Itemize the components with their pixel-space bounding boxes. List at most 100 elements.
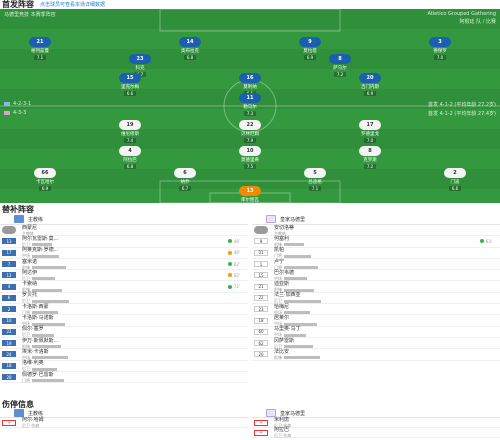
sub-row[interactable]: 2 卡洛斯·西蒙 门将 [0, 304, 248, 316]
player-rating: 7.9 [243, 138, 257, 143]
sub-row[interactable]: 01 凯帕 门将 [252, 247, 500, 259]
sub-row[interactable]: 7 塞米诺 前锋 62' [0, 259, 248, 271]
substitution-icon [227, 273, 232, 278]
jersey-number: 2 [444, 168, 466, 178]
away-coach-row[interactable]: 安切洛蒂 主教练 [252, 225, 500, 237]
rating-bar [32, 288, 62, 292]
coach-avatar [2, 226, 16, 235]
sub-role: 中场 [274, 276, 307, 282]
sub-name: 卡索纳 [22, 281, 38, 288]
player-name: 纳乔 [180, 180, 190, 185]
pitch-player[interactable]: 4 阿拉巴 6.8 [110, 146, 150, 169]
rating-bar [284, 311, 310, 315]
injury-row[interactable]: + 米利唐 后卫 伤病 [252, 417, 500, 428]
sub-name: 伊万·斯佩默斯... [22, 337, 59, 344]
home-formation-2: 4-3-3 [4, 110, 26, 116]
pitch-player[interactable]: 11 勒马尔 7.3 [230, 93, 270, 116]
sub-row[interactable]: 62 冈萨雷斯 后卫 [252, 338, 500, 350]
sub-row[interactable]: 17 阿莱克斯·罗德... 中场 46' [0, 247, 248, 259]
away-formation: 首发 4-1-2 (平均年龄 27.2岁) [428, 102, 496, 108]
player-name: 维尼修斯 [121, 132, 139, 137]
pitch-player[interactable]: 8 萨乌尔 7.2 [320, 54, 360, 77]
lineup-header: 首发阵容 点击球员可查看本场详细数据 [0, 0, 500, 9]
jersey-number: 66 [34, 168, 56, 178]
injury-right-column: 皇家马德里 + 米利唐 后卫 伤病 + 阿拉巴 后卫 伤病 [252, 409, 500, 438]
player-name: 罗德里戈 [361, 132, 379, 137]
jersey-number: 22 [239, 120, 261, 130]
sub-role: 前锋 [274, 242, 304, 248]
injury-row[interactable]: + 阿尔·哈姆 后卫 伤病 [0, 417, 248, 428]
pitch-player[interactable]: 14 奥布拉克 6.8 [170, 37, 210, 60]
sub-role: 前锋 [22, 265, 66, 271]
sub-row[interactable]: 60 马里奥·马丁 中场 [252, 326, 500, 338]
sub-row[interactable]: 18 居莱尔 中场 [252, 315, 500, 327]
pitch-player[interactable]: 8 克罗斯 7.2 [350, 146, 390, 169]
pitch-player[interactable]: 15 里克尔梅 6.6 [110, 73, 150, 96]
player-rating: 6.9 [303, 55, 317, 60]
pitch-player[interactable]: 21 格列兹曼 7.1 [20, 37, 60, 60]
pitch-player[interactable]: 5 吕迪格 7.1 [295, 168, 335, 191]
sub-name: 阿尔瓦雷斯·莫... [22, 235, 59, 242]
player-name: 吕迪格 [308, 180, 322, 185]
sub-row[interactable]: 1 卢宁 门将 [252, 259, 500, 271]
sub-event: 46' [227, 239, 240, 244]
jersey-number: 20 [359, 73, 381, 83]
substitution-icon [227, 250, 232, 255]
sub-row[interactable]: 21 迪亚斯 前锋 [252, 281, 500, 293]
pitch-player[interactable]: 9 莫拉塔 6.9 [290, 37, 330, 60]
sub-name: 洛维·利奥 [22, 360, 44, 367]
home-team-head[interactable]: 主教练 [0, 214, 248, 225]
sub-row[interactable]: 4 卡索纳 前锋 72' [0, 281, 248, 293]
player-rating: 6.9 [38, 186, 52, 191]
sub-row[interactable]: 9 何塞利 前锋 63' [252, 236, 500, 248]
pitch-player[interactable]: 17 罗德里戈 7.0 [350, 120, 390, 143]
away-coach-role: 主教练 [274, 230, 286, 236]
lineup-subtitle[interactable]: 点击球员可查看本场详细数据 [40, 2, 106, 8]
sub-row[interactable]: 13 阿尔瓦雷斯·莫... 后卫 46' [0, 235, 248, 248]
sub-row[interactable]: 12 阿达伊 后卫 62' [0, 269, 248, 282]
player-rating: 6.6 [448, 186, 462, 191]
sub-role: 前锋 [274, 287, 314, 293]
sub-row[interactable]: 20 法比安 前锋 [252, 349, 500, 361]
sub-row[interactable]: 10 卡洛斯·马诺斯 中场 [0, 315, 248, 327]
sub-number: 9 [254, 238, 268, 245]
pitch-player[interactable]: 66 卡瓦哈尔 6.9 [25, 168, 65, 191]
player-rating: 7.3 [243, 111, 257, 116]
home-coach-label: 主教练 [28, 216, 44, 223]
pitch-player[interactable]: 10 莫德里奇 7.5 [230, 146, 270, 169]
pitch-player[interactable]: 3 德保罗 7.0 [420, 37, 460, 60]
injury-row[interactable]: + 阿拉巴 后卫 伤病 [252, 427, 500, 438]
sub-number: 19 [2, 340, 16, 347]
sub-number: 18 [2, 362, 16, 369]
away-team-head[interactable]: 皇家马德里 [252, 214, 500, 225]
pitch-player[interactable]: 6 纳乔 6.7 [165, 168, 205, 191]
sub-row[interactable]: 18 洛维·利奥 后卫 [0, 360, 248, 372]
sub-row[interactable]: 23 恰梅尼 中场 [252, 304, 500, 316]
sub-row[interactable]: 24 埃米·卡洛斯 中场 [0, 349, 248, 361]
sub-row[interactable]: 28 佩德罗·巴雷斯 门将 [0, 372, 248, 384]
pitch-player[interactable]: 13库尔图瓦7.6 [230, 186, 270, 203]
sub-name: 阿达伊 [22, 269, 38, 276]
sub-row[interactable]: 15 巴尔韦德 中场 [252, 269, 500, 282]
injury-left-list: + 阿尔·哈姆 后卫 伤病 [0, 417, 248, 428]
pitch-player[interactable]: 19 维尼修斯 7.4 [110, 120, 150, 143]
pitch-player[interactable]: 2 门迪 6.6 [435, 168, 475, 191]
rating-bar [284, 333, 306, 337]
sub-row[interactable]: 22 佩尔·塞罗 后卫 [0, 326, 248, 338]
rating-bar [284, 266, 318, 270]
pitch-player[interactable]: 20 吉门内斯 6.9 [350, 73, 390, 96]
sub-row[interactable]: 22 法兰·加西亚 后卫 [252, 292, 500, 305]
jersey-number: 3 [429, 37, 451, 47]
rating-bar [32, 333, 54, 337]
sub-row[interactable]: 6 罗贝托 后卫 [0, 292, 248, 305]
sub-role: 门将 [22, 378, 64, 384]
player-rating: 7.2 [333, 72, 347, 77]
home-coach-row[interactable]: 西蒙尼 主教练 [0, 225, 248, 237]
substitution-icon [479, 239, 484, 244]
pitch-player[interactable]: 22 贝林厄姆 7.9 [230, 120, 270, 143]
sub-role: 后卫 [22, 242, 58, 248]
sub-name: 巴尔韦德 [274, 269, 295, 276]
player-name: 阿拉巴 [123, 158, 137, 163]
sub-number: 6 [2, 294, 16, 301]
sub-row[interactable]: 19 伊万·斯佩默斯... 前锋 [0, 337, 248, 350]
